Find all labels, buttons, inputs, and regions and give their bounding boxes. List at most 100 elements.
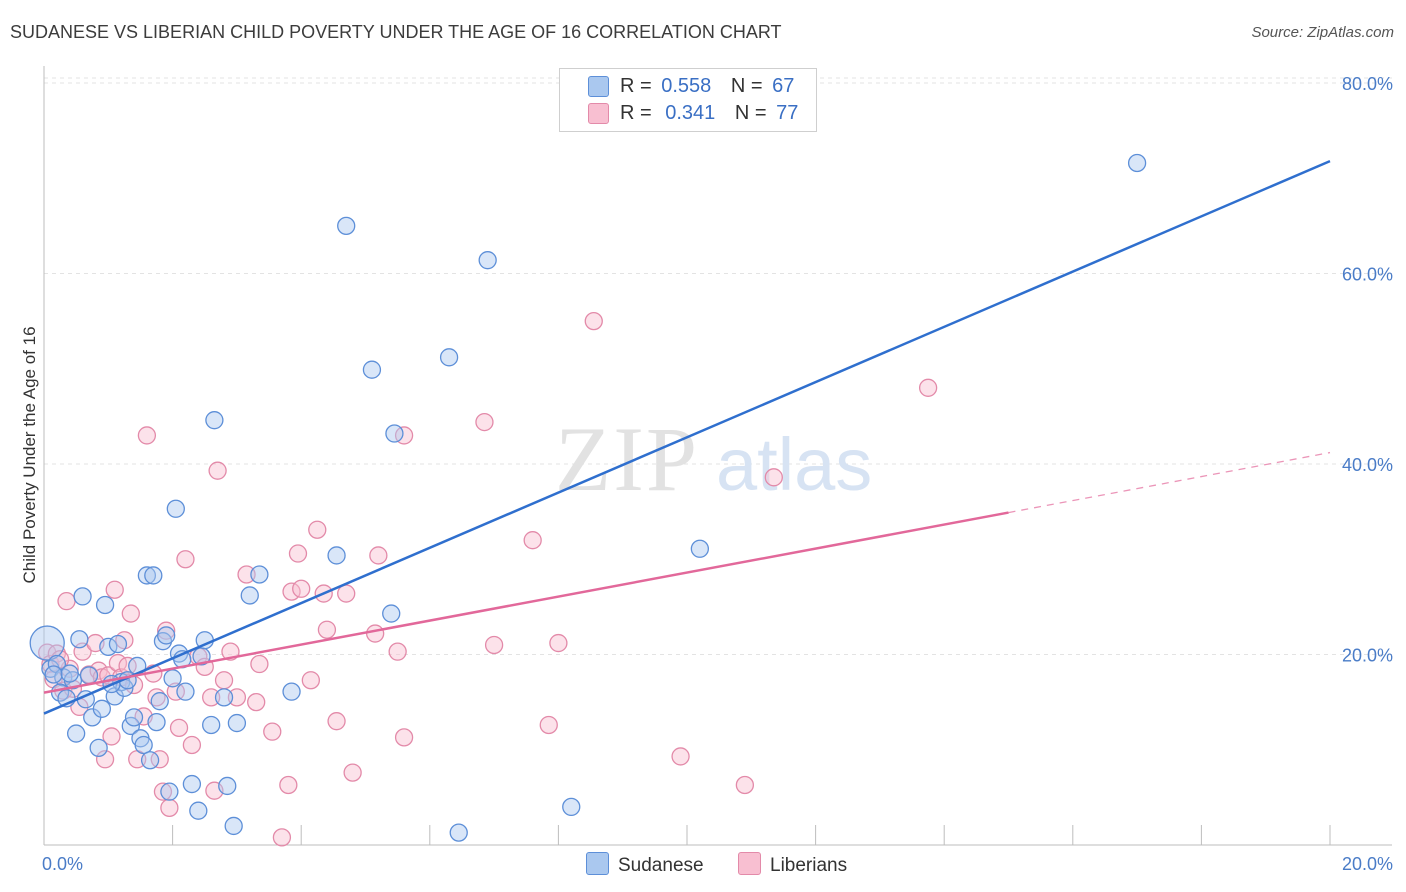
- liberians-point: [308, 520, 327, 539]
- sudanese-legend-label: Sudanese: [618, 855, 704, 876]
- sudanese-point: [67, 724, 86, 743]
- sudanese-point: [449, 823, 468, 842]
- sudanese-point: [214, 688, 234, 707]
- liberians-point: [247, 692, 266, 712]
- sudanese-r-value: 0.558: [661, 75, 712, 97]
- sudanese-point: [382, 604, 401, 623]
- liberians-point: [388, 642, 407, 661]
- watermark-atlas: atlas: [716, 423, 872, 506]
- liberians-point: [671, 747, 690, 766]
- sudanese-point: [124, 708, 144, 727]
- liberians-swatch: [588, 103, 609, 124]
- sudanese-point: [29, 625, 65, 661]
- n-label: N =: [730, 75, 763, 97]
- liberians-point: [227, 688, 247, 707]
- sudanese-point: [137, 566, 157, 585]
- liberians-legend-swatch: [738, 852, 761, 875]
- liberians-point: [272, 828, 292, 847]
- sudanese-point: [1127, 153, 1147, 173]
- x-tick-label: 0.0%: [42, 854, 83, 874]
- liberians-point: [288, 544, 308, 563]
- sudanese-point: [95, 595, 115, 615]
- sudanese-point: [44, 665, 63, 684]
- sudanese-point: [205, 411, 224, 430]
- liberians-point: [369, 546, 388, 565]
- sudanese-legend-swatch: [586, 852, 609, 875]
- sudanese-point: [92, 699, 112, 718]
- sudanese-point: [690, 539, 710, 558]
- liberians-legend-label: Liberians: [770, 855, 848, 876]
- sudanese-point: [144, 566, 163, 585]
- n-label: N =: [734, 102, 767, 124]
- liberians-point: [57, 592, 76, 611]
- liberians-point: [279, 775, 298, 795]
- y-tick-label: 80.0%: [1342, 74, 1393, 94]
- x-tick-label: 20.0%: [1342, 854, 1393, 874]
- sudanese-point: [478, 251, 497, 270]
- y-tick-label: 40.0%: [1342, 455, 1393, 475]
- sudanese-point: [362, 360, 382, 379]
- liberians-point: [160, 798, 179, 818]
- sudanese-point: [176, 682, 195, 701]
- sudanese-point: [250, 565, 269, 584]
- sudanese-point: [108, 634, 128, 654]
- trend-lines: [43, 159, 1331, 715]
- sudanese-point: [202, 715, 221, 735]
- liberians-point: [137, 426, 157, 445]
- sudanese-stats: R = 0.558 N = 67: [620, 75, 794, 98]
- sudanese-point: [60, 664, 79, 683]
- axes: [43, 66, 1392, 846]
- liberians-point: [214, 671, 234, 690]
- sudanese-point: [153, 632, 173, 651]
- source-label: Source: ZipAtlas.com: [1251, 24, 1394, 41]
- liberians-point: [292, 579, 311, 598]
- liberians-point: [317, 620, 337, 639]
- sudanese-point: [157, 626, 176, 645]
- liberians-point: [237, 565, 256, 584]
- liberians-point: [95, 750, 115, 769]
- sudanese-point: [166, 499, 185, 518]
- liberians-point: [118, 656, 137, 676]
- sudanese-point: [79, 666, 99, 685]
- liberians-point: [764, 468, 783, 487]
- liberians-point: [365, 624, 385, 643]
- liberians-stats: R = 0.341 N = 77: [620, 102, 798, 125]
- sudanese-point: [189, 801, 208, 820]
- sudanese-point: [70, 630, 89, 649]
- sudanese-point: [562, 797, 581, 817]
- sudanese-point: [163, 669, 182, 688]
- liberians-point: [105, 580, 124, 599]
- sudanese-point: [73, 587, 92, 606]
- liberians-point: [202, 688, 221, 707]
- liberians-point: [327, 712, 346, 731]
- liberians-point: [735, 775, 755, 795]
- sudanese-point: [227, 713, 247, 733]
- sudanese-point: [385, 424, 404, 443]
- liberians-point: [150, 750, 169, 769]
- sudanese-trend-line: [43, 159, 1331, 715]
- sudanese-point: [182, 774, 202, 794]
- liberians-point: [102, 727, 121, 746]
- y-tick-label: 20.0%: [1342, 646, 1393, 666]
- legend-item-sudanese: Sudanese: [586, 852, 704, 877]
- sudanese-point: [150, 692, 169, 711]
- sudanese-point: [282, 682, 301, 701]
- legend-item-liberians: Liberians: [738, 852, 847, 877]
- sudanese-n-value: 67: [772, 75, 795, 97]
- watermark-zip: ZIP: [555, 408, 699, 510]
- sudanese-point: [439, 348, 459, 367]
- liberians-point: [47, 644, 67, 663]
- sudanese-points: [29, 153, 1147, 842]
- liberians-point: [208, 461, 227, 480]
- sudanese-point: [89, 738, 108, 757]
- liberians-trend-line: [43, 511, 1009, 694]
- liberians-point: [343, 763, 362, 782]
- liberians-point: [484, 635, 504, 655]
- sudanese-point: [160, 782, 179, 801]
- sudanese-point: [147, 712, 166, 732]
- sudanese-point: [240, 586, 259, 605]
- liberians-point: [584, 311, 603, 331]
- liberians-point: [153, 782, 173, 801]
- sudanese-point: [337, 216, 356, 236]
